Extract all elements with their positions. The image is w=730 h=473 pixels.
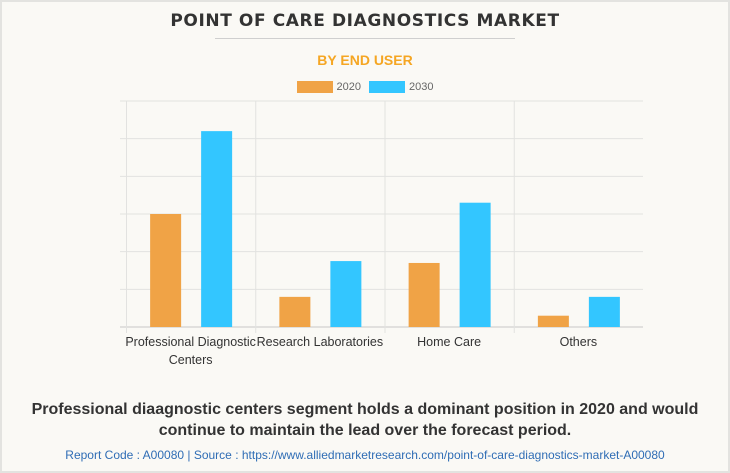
bar-2020-1 xyxy=(279,296,311,327)
x-tick-label: Centers xyxy=(169,353,213,367)
x-tick-label: Professional Diagnostic xyxy=(125,335,256,349)
legend-label-2030: 2030 xyxy=(409,81,434,93)
x-tick-label: Others xyxy=(560,335,598,349)
bar-2030-3 xyxy=(588,296,620,327)
legend-swatch-2020 xyxy=(296,81,333,93)
title-divider xyxy=(215,38,515,39)
legend-label-2020: 2020 xyxy=(336,81,361,93)
legend-swatch-2030 xyxy=(369,81,405,93)
bar-2030-0 xyxy=(201,131,233,327)
bar-2020-2 xyxy=(408,262,440,327)
chart-subtitle: BY END USER xyxy=(317,52,413,68)
legend: 2020 2030 xyxy=(2,81,728,93)
chart-title: POINT OF CARE DIAGNOSTICS MARKET xyxy=(170,11,560,31)
x-tick-label: Home Care xyxy=(417,335,481,349)
bar-2020-3 xyxy=(537,315,569,327)
chart-caption: Professional diaagnostic centers segment… xyxy=(31,401,699,439)
bar-2030-2 xyxy=(459,202,491,327)
source-line: Report Code : A00080 | Source : https://… xyxy=(65,448,665,462)
x-tick-label: Research Laboratories xyxy=(257,335,383,349)
bar-2020-0 xyxy=(150,214,182,327)
bar-chart: Professional Diagnostic Centers Research L… xyxy=(120,100,643,367)
legend-item-2030[interactable]: 2030 xyxy=(369,81,433,93)
legend-item-2020[interactable]: 2020 xyxy=(296,81,361,93)
bar-2030-1 xyxy=(330,261,362,327)
